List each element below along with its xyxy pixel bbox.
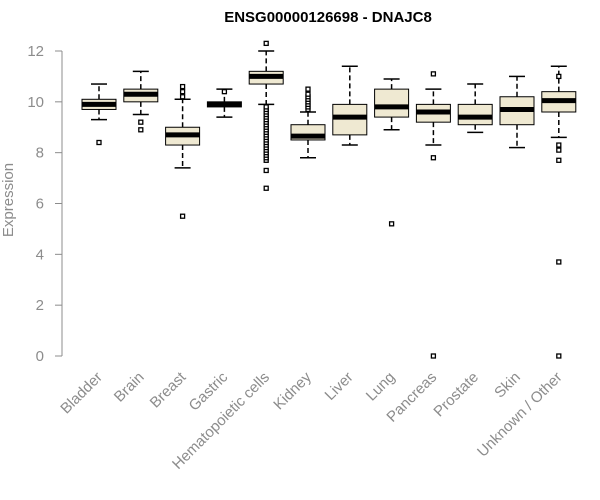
x-tick-label: Brain	[111, 369, 148, 406]
box-group-6	[332, 65, 368, 146]
box-group-10	[499, 75, 535, 149]
box-group-11	[541, 65, 577, 359]
y-tick-label: 2	[36, 297, 44, 314]
outlier-point	[556, 142, 562, 148]
box-group-4	[248, 40, 284, 191]
x-tick-label: Skin	[491, 369, 524, 402]
outlier-point	[263, 167, 269, 174]
outlier-point	[179, 89, 186, 95]
chart-title: ENSG00000126698 - DNAJC8	[224, 9, 432, 26]
outlier-point	[556, 157, 562, 163]
outlier-point	[556, 353, 562, 359]
outlier-point	[263, 40, 269, 47]
outlier-point	[556, 147, 562, 153]
outlier-point	[556, 259, 562, 265]
box-group-8	[415, 71, 451, 359]
y-tick-label: 8	[36, 145, 44, 162]
x-tick-label: Bladder	[57, 369, 106, 418]
outlier-point	[263, 104, 269, 110]
y-tick-label: 4	[36, 246, 44, 263]
box-group-7	[374, 78, 410, 227]
outlier-point	[138, 119, 144, 125]
y-axis-label: Expression	[0, 163, 17, 237]
box	[374, 88, 410, 118]
outlier-point	[221, 89, 228, 95]
outlier-point	[138, 127, 144, 133]
box-group-9	[457, 83, 493, 134]
box-group-1	[123, 70, 159, 133]
x-tick-label: Kidney	[270, 368, 315, 413]
y-tick-label: 6	[36, 196, 44, 213]
box	[457, 103, 493, 126]
outlier-point	[305, 86, 311, 92]
box	[332, 103, 368, 136]
y-tick-label: 0	[36, 348, 44, 365]
outlier-point	[388, 221, 395, 227]
outlier-point	[96, 139, 102, 146]
outlier-point	[305, 91, 311, 97]
box-group-0	[81, 83, 117, 146]
outlier-point	[430, 71, 437, 77]
outlier-point	[179, 213, 186, 219]
outlier-point	[263, 185, 269, 191]
y-axis: 0 2 4 6 8 10 12	[27, 43, 63, 365]
x-tick-label: Breast	[147, 368, 190, 411]
outlier-point	[430, 353, 437, 359]
outlier-point	[430, 155, 437, 161]
box-group-5	[290, 86, 326, 159]
outlier-point	[556, 73, 562, 80]
box-group-2	[165, 83, 201, 219]
x-tick-label: Prostate	[430, 369, 482, 421]
x-tick-label: Lung	[363, 369, 399, 405]
y-tick-label: 10	[27, 94, 44, 111]
outlier-point	[179, 94, 186, 100]
y-tick-label: 12	[27, 43, 44, 60]
box-series	[81, 40, 577, 359]
x-tick-label: Liver	[322, 369, 357, 404]
box-group-3	[206, 88, 242, 118]
outlier-point	[179, 83, 186, 90]
